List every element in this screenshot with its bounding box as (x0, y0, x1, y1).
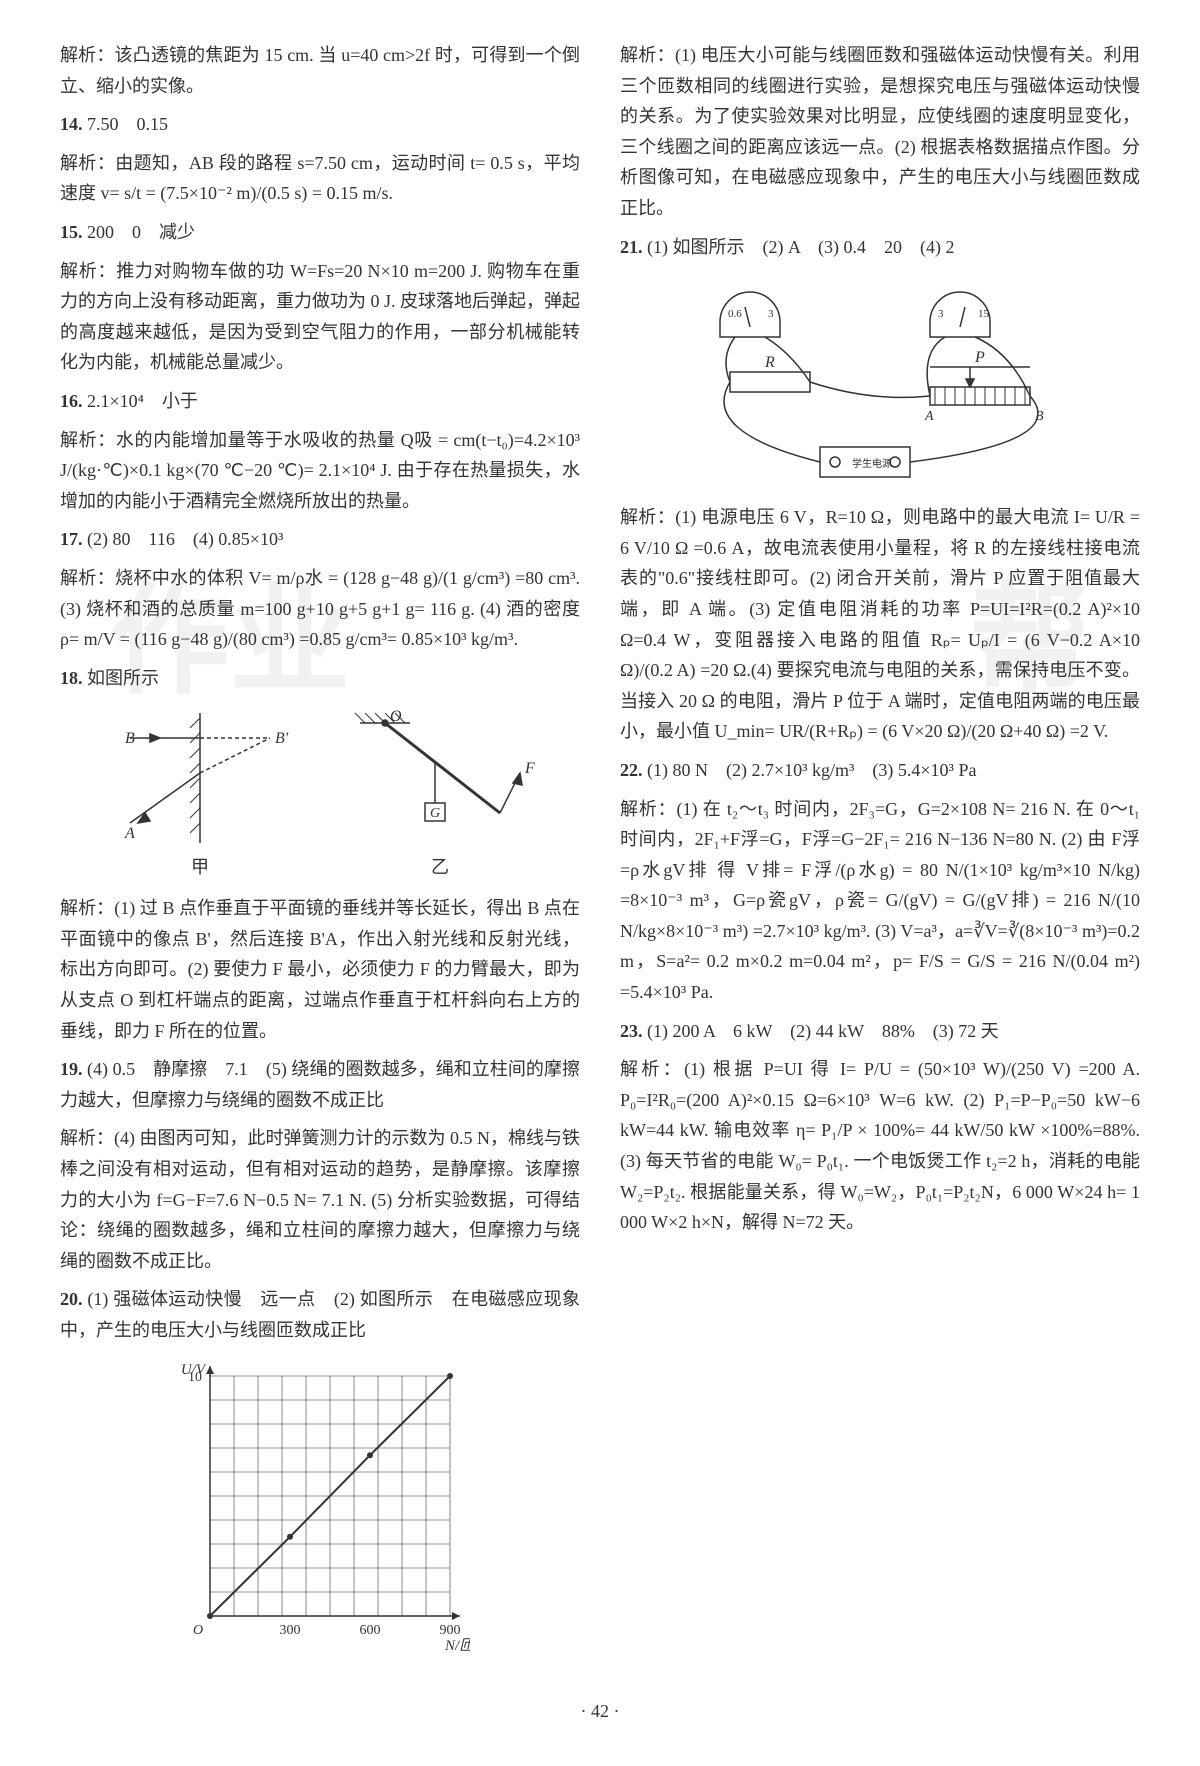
q22-answer: (1) 80 N (2) 2.7×10³ kg/m³ (3) 5.4×10³ P… (647, 760, 976, 780)
q15-analysis: 解析：推力对购物车做的功 W=Fs=20 N×10 m=200 J. 购物车在重… (60, 256, 580, 378)
q14-number: 14. (60, 114, 83, 134)
q21-analysis: 解析：(1) 电源电压 6 V，R=10 Ω，则电路中的最大电流 I= U/R … (620, 502, 1140, 747)
q18-number: 18. (60, 668, 83, 688)
svg-text:F: F (524, 760, 535, 777)
caption-yi: 乙 (431, 857, 449, 877)
svg-text:G: G (430, 806, 440, 821)
page-content: 解析：该凸透镜的焦距为 15 cm. 当 u=40 cm>2f 时，可得到一个倒… (60, 40, 1140, 1726)
right-column: 解析：(1) 电压大小可能与线圈匝数和强磁体运动快慢有关。利用三个匝数相同的线圈… (620, 40, 1140, 1666)
q19-answer: (4) 0.5 静摩擦 7.1 (5) 绕绳的圈数越多，绳和立柱间的摩擦力越大，… (60, 1059, 580, 1110)
left-column: 解析：该凸透镜的焦距为 15 cm. 当 u=40 cm>2f 时，可得到一个倒… (60, 40, 580, 1666)
question-16: 16. 2.1×10⁴ 小于 (60, 386, 580, 417)
question-19: 19. (4) 0.5 静摩擦 7.1 (5) 绕绳的圈数越多，绳和立柱间的摩擦… (60, 1054, 580, 1115)
q16-number: 16. (60, 391, 83, 411)
svg-text:600: 600 (360, 1623, 381, 1638)
q22-analysis: 解析：(1) 在 t₂～t₃ 时间内，2F₃=G，G=2×108 N= 216 … (620, 794, 1140, 1008)
question-15: 15. 200 0 减少 (60, 217, 580, 248)
mirror-lever-diagram: B B' A 甲 O G F 乙 (100, 703, 540, 883)
q20-number: 20. (60, 1289, 83, 1309)
q16-analysis: 解析：水的内能增加量等于水吸收的热量 Q吸 = cm(t−t₀)=4.2×10³… (60, 425, 580, 517)
svg-text:O: O (193, 1623, 203, 1638)
caption-jia: 甲 (191, 857, 209, 877)
question-18: 18. 如图所示 (60, 663, 580, 694)
svg-text:15: 15 (978, 308, 990, 320)
q18-analysis: 解析：(1) 过 B 点作垂直于平面镜的垂线并等长延长，得出 B 点在平面镜中的… (60, 893, 580, 1046)
q23-number: 23. (620, 1021, 643, 1041)
q20-answer: (1) 强磁体运动快慢 远一点 (2) 如图所示 在电磁感应现象中，产生的电压大… (60, 1289, 580, 1340)
q17-analysis: 解析：烧杯中水的体积 V= m/ρ水 = (128 g−48 g)/(1 g/c… (60, 563, 580, 655)
q16-answer: 2.1×10⁴ 小于 (87, 391, 198, 411)
svg-text:3: 3 (768, 308, 774, 320)
q20-chart: 300600900ON/匝U/V10 (60, 1356, 580, 1656)
page-number: · 42 · (60, 1696, 1140, 1727)
svg-text:300: 300 (280, 1623, 301, 1638)
svg-text:学生电源: 学生电源 (852, 457, 892, 470)
q15-answer: 200 0 减少 (87, 222, 195, 242)
q20-analysis-cont: 解析：(1) 电压大小可能与线圈匝数和强磁体运动快慢有关。利用三个匝数相同的线圈… (620, 40, 1140, 224)
q15-number: 15. (60, 222, 83, 242)
circuit-diagram: 0.6 3 3 15 R P A B 学生电源 (670, 272, 1090, 492)
q21-circuit: 0.6 3 3 15 R P A B 学生电源 (620, 272, 1140, 492)
q14-answer: 7.50 0.15 (87, 114, 168, 134)
q23-analysis: 解析：(1) 根据 P=UI 得 I= P/U = (50×10³ W)/(25… (620, 1054, 1140, 1238)
question-20: 20. (1) 强磁体运动快慢 远一点 (2) 如图所示 在电磁感应现象中，产生… (60, 1284, 580, 1345)
svg-text:A: A (924, 409, 934, 424)
q19-number: 19. (60, 1059, 83, 1079)
q17-answer: (2) 80 116 (4) 0.85×10³ (87, 529, 283, 549)
question-21: 21. (1) 如图所示 (2) A (3) 0.4 20 (4) 2 (620, 232, 1140, 263)
question-17: 17. (2) 80 116 (4) 0.85×10³ (60, 524, 580, 555)
q18-answer: 如图所示 (87, 668, 159, 688)
q23-answer: (1) 200 A 6 kW (2) 44 kW 88% (3) 72 天 (647, 1021, 999, 1041)
svg-text:0.6: 0.6 (728, 308, 742, 320)
question-23: 23. (1) 200 A 6 kW (2) 44 kW 88% (3) 72 … (620, 1016, 1140, 1047)
svg-text:P: P (974, 349, 985, 366)
question-22: 22. (1) 80 N (2) 2.7×10³ kg/m³ (3) 5.4×1… (620, 755, 1140, 786)
two-column-layout: 解析：该凸透镜的焦距为 15 cm. 当 u=40 cm>2f 时，可得到一个倒… (60, 40, 1140, 1666)
svg-text:B: B (1035, 409, 1044, 424)
q18-diagram: B B' A 甲 O G F 乙 (60, 703, 580, 883)
pre-analysis: 解析：该凸透镜的焦距为 15 cm. 当 u=40 cm>2f 时，可得到一个倒… (60, 40, 580, 101)
svg-text:O: O (390, 708, 402, 725)
q14-analysis: 解析：由题知，AB 段的路程 s=7.50 cm，运动时间 t= 0.5 s，平… (60, 148, 580, 209)
q22-number: 22. (620, 760, 643, 780)
question-14: 14. 7.50 0.15 (60, 109, 580, 140)
svg-text:3: 3 (938, 308, 944, 320)
q17-number: 17. (60, 529, 83, 549)
svg-text:R: R (764, 354, 775, 371)
q21-number: 21. (620, 237, 643, 257)
svg-text:N/匝: N/匝 (444, 1638, 470, 1654)
q21-answer: (1) 如图所示 (2) A (3) 0.4 20 (4) 2 (647, 237, 954, 257)
svg-text:A: A (124, 825, 135, 842)
svg-text:900: 900 (440, 1623, 461, 1638)
svg-text:B': B' (275, 730, 289, 747)
svg-text:B: B (125, 730, 135, 747)
q19-analysis: 解析：(4) 由图丙可知，此时弹簧测力计的示数为 0.5 N，棉线与铁棒之间没有… (60, 1123, 580, 1276)
voltage-turns-chart: 300600900ON/匝U/V10 (170, 1356, 470, 1656)
svg-text:10: 10 (188, 1370, 202, 1385)
